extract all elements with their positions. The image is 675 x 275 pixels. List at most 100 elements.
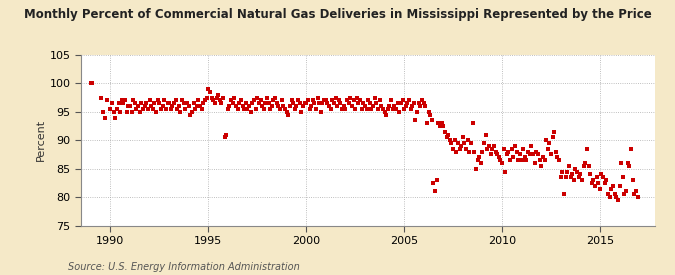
Point	[312, 95, 323, 100]
Point	[118, 101, 129, 106]
Point	[97, 110, 108, 114]
Point	[361, 107, 372, 111]
Point	[205, 90, 215, 94]
Point	[283, 112, 294, 117]
Point	[351, 95, 362, 100]
Point	[211, 95, 222, 100]
Point	[294, 101, 305, 106]
Point	[248, 98, 259, 103]
Point	[213, 93, 223, 97]
Point	[503, 149, 514, 154]
Point	[142, 107, 153, 111]
Point	[537, 155, 548, 160]
Point	[286, 98, 297, 103]
Point	[404, 98, 414, 103]
Point	[485, 152, 496, 157]
Point	[630, 189, 641, 194]
Point	[402, 101, 413, 106]
Point	[198, 101, 209, 106]
Point	[431, 178, 442, 182]
Point	[593, 181, 603, 185]
Point	[173, 104, 184, 108]
Point	[506, 147, 517, 151]
Point	[234, 101, 244, 106]
Point	[201, 95, 212, 100]
Point	[214, 98, 225, 103]
Point	[128, 98, 138, 103]
Point	[100, 115, 111, 120]
Point	[616, 161, 626, 165]
Point	[374, 98, 385, 103]
Point	[611, 195, 622, 199]
Point	[315, 110, 326, 114]
Point	[576, 178, 587, 182]
Point	[585, 172, 595, 177]
Point	[164, 101, 175, 106]
Point	[119, 98, 130, 103]
Point	[353, 101, 364, 106]
Point	[227, 101, 238, 106]
Point	[178, 101, 189, 106]
Point	[629, 192, 640, 196]
Point	[508, 155, 519, 160]
Point	[146, 104, 157, 108]
Point	[606, 186, 617, 191]
Point	[550, 149, 561, 154]
Point	[299, 101, 310, 106]
Point	[415, 104, 426, 108]
Point	[514, 152, 525, 157]
Point	[518, 147, 529, 151]
Point	[587, 181, 597, 185]
Point	[531, 149, 541, 154]
Point	[221, 132, 232, 137]
Point	[578, 164, 589, 168]
Point	[545, 152, 556, 157]
Point	[259, 107, 269, 111]
Point	[435, 124, 446, 128]
Point	[240, 101, 251, 106]
Point	[604, 195, 615, 199]
Point	[396, 101, 406, 106]
Point	[590, 183, 601, 188]
Point	[547, 135, 558, 140]
Point	[469, 149, 480, 154]
Point	[405, 107, 416, 111]
Point	[565, 175, 576, 179]
Point	[139, 104, 150, 108]
Point	[331, 104, 342, 108]
Point	[516, 158, 527, 162]
Point	[115, 110, 126, 114]
Point	[185, 112, 196, 117]
Point	[581, 147, 592, 151]
Point	[186, 110, 197, 114]
Point	[356, 107, 367, 111]
Point	[170, 98, 181, 103]
Point	[325, 107, 336, 111]
Point	[333, 98, 344, 103]
Point	[255, 98, 266, 103]
Point	[144, 98, 155, 103]
Point	[376, 104, 387, 108]
Point	[470, 166, 481, 171]
Point	[387, 107, 398, 111]
Point	[493, 155, 504, 160]
Point	[108, 110, 119, 114]
Point	[383, 107, 394, 111]
Point	[193, 98, 204, 103]
Point	[588, 178, 599, 182]
Point	[122, 110, 132, 114]
Point	[162, 101, 173, 106]
Point	[559, 192, 570, 196]
Point	[123, 104, 134, 108]
Point	[310, 107, 321, 111]
Point	[541, 138, 551, 142]
Point	[632, 195, 643, 199]
Point	[285, 104, 296, 108]
Point	[262, 95, 273, 100]
Point	[612, 198, 623, 202]
Point	[290, 107, 300, 111]
Point	[458, 135, 468, 140]
Point	[377, 107, 388, 111]
Point	[216, 101, 227, 106]
Point	[490, 149, 501, 154]
